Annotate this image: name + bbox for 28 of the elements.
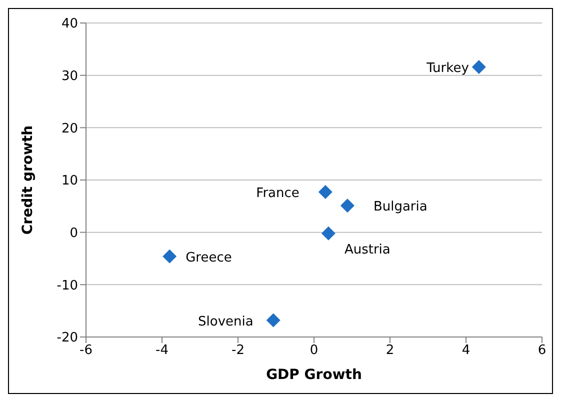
y-tick-label: -20: [56, 330, 78, 346]
point: [340, 198, 354, 213]
point: [318, 185, 332, 200]
y-tick-label: -10: [56, 278, 78, 294]
x-tick-label: -6: [80, 343, 92, 358]
annotation: Greece: [186, 250, 232, 266]
x-tick-label: 2: [386, 343, 394, 358]
point: [321, 226, 336, 240]
annotation: Bulgaria: [373, 200, 428, 215]
x-tick-label: 4: [462, 343, 470, 358]
x-tick-label: 6: [538, 343, 546, 358]
annotation: Turkey: [426, 60, 470, 76]
annotation: France: [256, 186, 300, 202]
y-tick-label: 0: [70, 226, 78, 241]
point: [162, 249, 177, 264]
y-tick-label: 20: [61, 121, 78, 136]
y-axis-title: Credit growth: [20, 125, 36, 235]
y-tick-label: 10: [61, 174, 78, 189]
point: [472, 60, 486, 74]
x-tick-label: -4: [156, 343, 168, 358]
x-tick-label: -2: [232, 343, 244, 358]
y-tick-label: 40: [61, 16, 78, 32]
annotation: Austria: [344, 242, 390, 258]
point: [266, 313, 280, 328]
annotation: Slovenia: [198, 314, 254, 330]
y-tick-label: 30: [61, 68, 78, 84]
x-axis-title: GDP Growth: [266, 367, 362, 383]
x-tick-label: 0: [310, 343, 318, 358]
